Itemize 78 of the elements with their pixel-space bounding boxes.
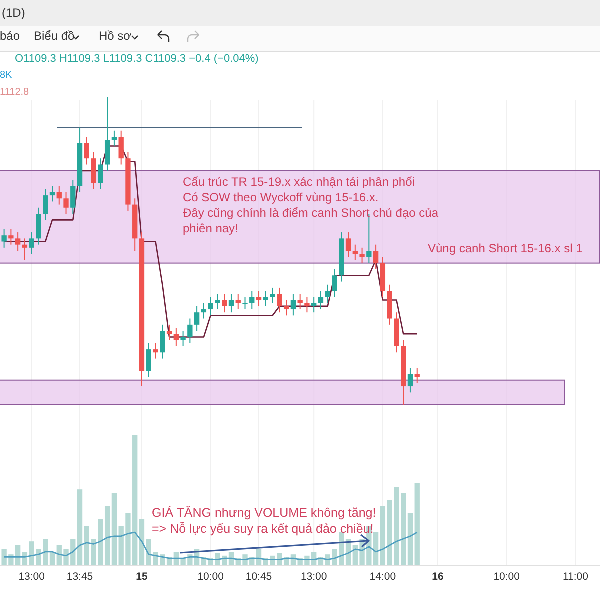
candlestick <box>98 158 104 190</box>
text: Hồ sơ <box>99 29 132 43</box>
candlestick <box>146 342 152 378</box>
candlestick <box>312 296 317 314</box>
annotation: 1112.8 <box>0 87 30 98</box>
candlestick <box>414 368 420 384</box>
candlestick <box>373 244 379 270</box>
candlestick <box>318 290 324 310</box>
candlestick <box>15 232 21 252</box>
bar <box>112 494 118 565</box>
candlestick <box>242 296 248 310</box>
candlestick <box>174 328 179 347</box>
candlestick <box>201 302 207 320</box>
candlestick <box>236 294 241 310</box>
candlestick <box>408 368 414 394</box>
annotation: GIÁ TĂNG nhưng VOLUME không tăng! <box>152 506 376 520</box>
annotation: phiên nay! <box>183 222 238 236</box>
candlestick <box>332 268 338 298</box>
x-tick-label: 10:00 <box>494 571 520 583</box>
band-label: Vùng canh Short 15-16.x sl 1 <box>428 241 584 256</box>
candlestick <box>29 232 34 255</box>
candlestick <box>270 287 276 304</box>
candlestick <box>153 342 158 360</box>
candlestick <box>166 324 172 341</box>
candlestick <box>360 247 365 264</box>
text: 8K <box>0 70 13 81</box>
candlestick <box>250 290 255 310</box>
x-tick-label: 15 <box>136 571 148 583</box>
bar <box>50 552 56 565</box>
annotation: Cấu trúc TR 15-19.x xác nhận tái phân phối <box>183 175 415 189</box>
bar <box>414 483 420 565</box>
candlestick <box>22 238 28 261</box>
candlestick <box>325 284 330 304</box>
x-tick-label: 13:45 <box>66 571 94 583</box>
x-tick-label: 14:00 <box>370 571 396 583</box>
x-tick-label: 10:00 <box>198 571 224 583</box>
candlestick <box>215 294 220 310</box>
candlestick <box>118 130 124 166</box>
x-tick-label: 10:45 <box>246 571 272 583</box>
candlestick <box>2 228 7 248</box>
candlestick <box>352 244 358 261</box>
annotation: Đây cũng chính là điểm canh Short chủ đạo của <box>183 206 439 220</box>
candlestick <box>228 294 234 314</box>
candlestick <box>50 186 56 202</box>
annotation: Có SOW theo Wyckoff vùng 15-16.x. <box>183 190 379 204</box>
candlestick <box>208 296 214 316</box>
candlestick <box>8 228 14 246</box>
candlestick <box>222 294 228 314</box>
candlestick <box>284 300 290 316</box>
x-tick-label: 13:00 <box>300 571 328 583</box>
x-tick-label: 11:00 <box>562 571 589 583</box>
text: Biểu đồ <box>34 29 76 43</box>
candlestick <box>194 306 200 332</box>
candlestick <box>188 318 193 344</box>
candlestick <box>304 296 310 314</box>
candlestick <box>56 186 62 206</box>
text: báo <box>0 29 20 43</box>
candlestick <box>160 324 166 360</box>
bar <box>139 520 145 565</box>
candlestick <box>43 188 48 221</box>
bar <box>408 513 414 565</box>
candlestick <box>112 130 118 147</box>
candlestick <box>256 290 262 307</box>
candlestick <box>263 290 268 307</box>
x-tick-label: 13:00 <box>18 571 46 583</box>
bar <box>77 490 83 565</box>
candlestick <box>84 136 90 166</box>
candlestick <box>180 330 186 347</box>
candlestick <box>64 192 69 215</box>
candlestick <box>277 287 282 314</box>
text: O1109.3 H1109.3 L1109.3 C1109.3 −0.4 (−0.04%) <box>15 53 259 65</box>
candlestick <box>346 232 352 258</box>
x-tick-label: 16 <box>432 571 444 583</box>
annotation: => Nỗ lực yếu suy ra kết quả đảo chiều! <box>152 522 374 536</box>
text: (1D) <box>2 6 26 20</box>
candlestick <box>70 180 76 215</box>
candlestick <box>290 294 296 316</box>
candlestick <box>298 294 303 310</box>
